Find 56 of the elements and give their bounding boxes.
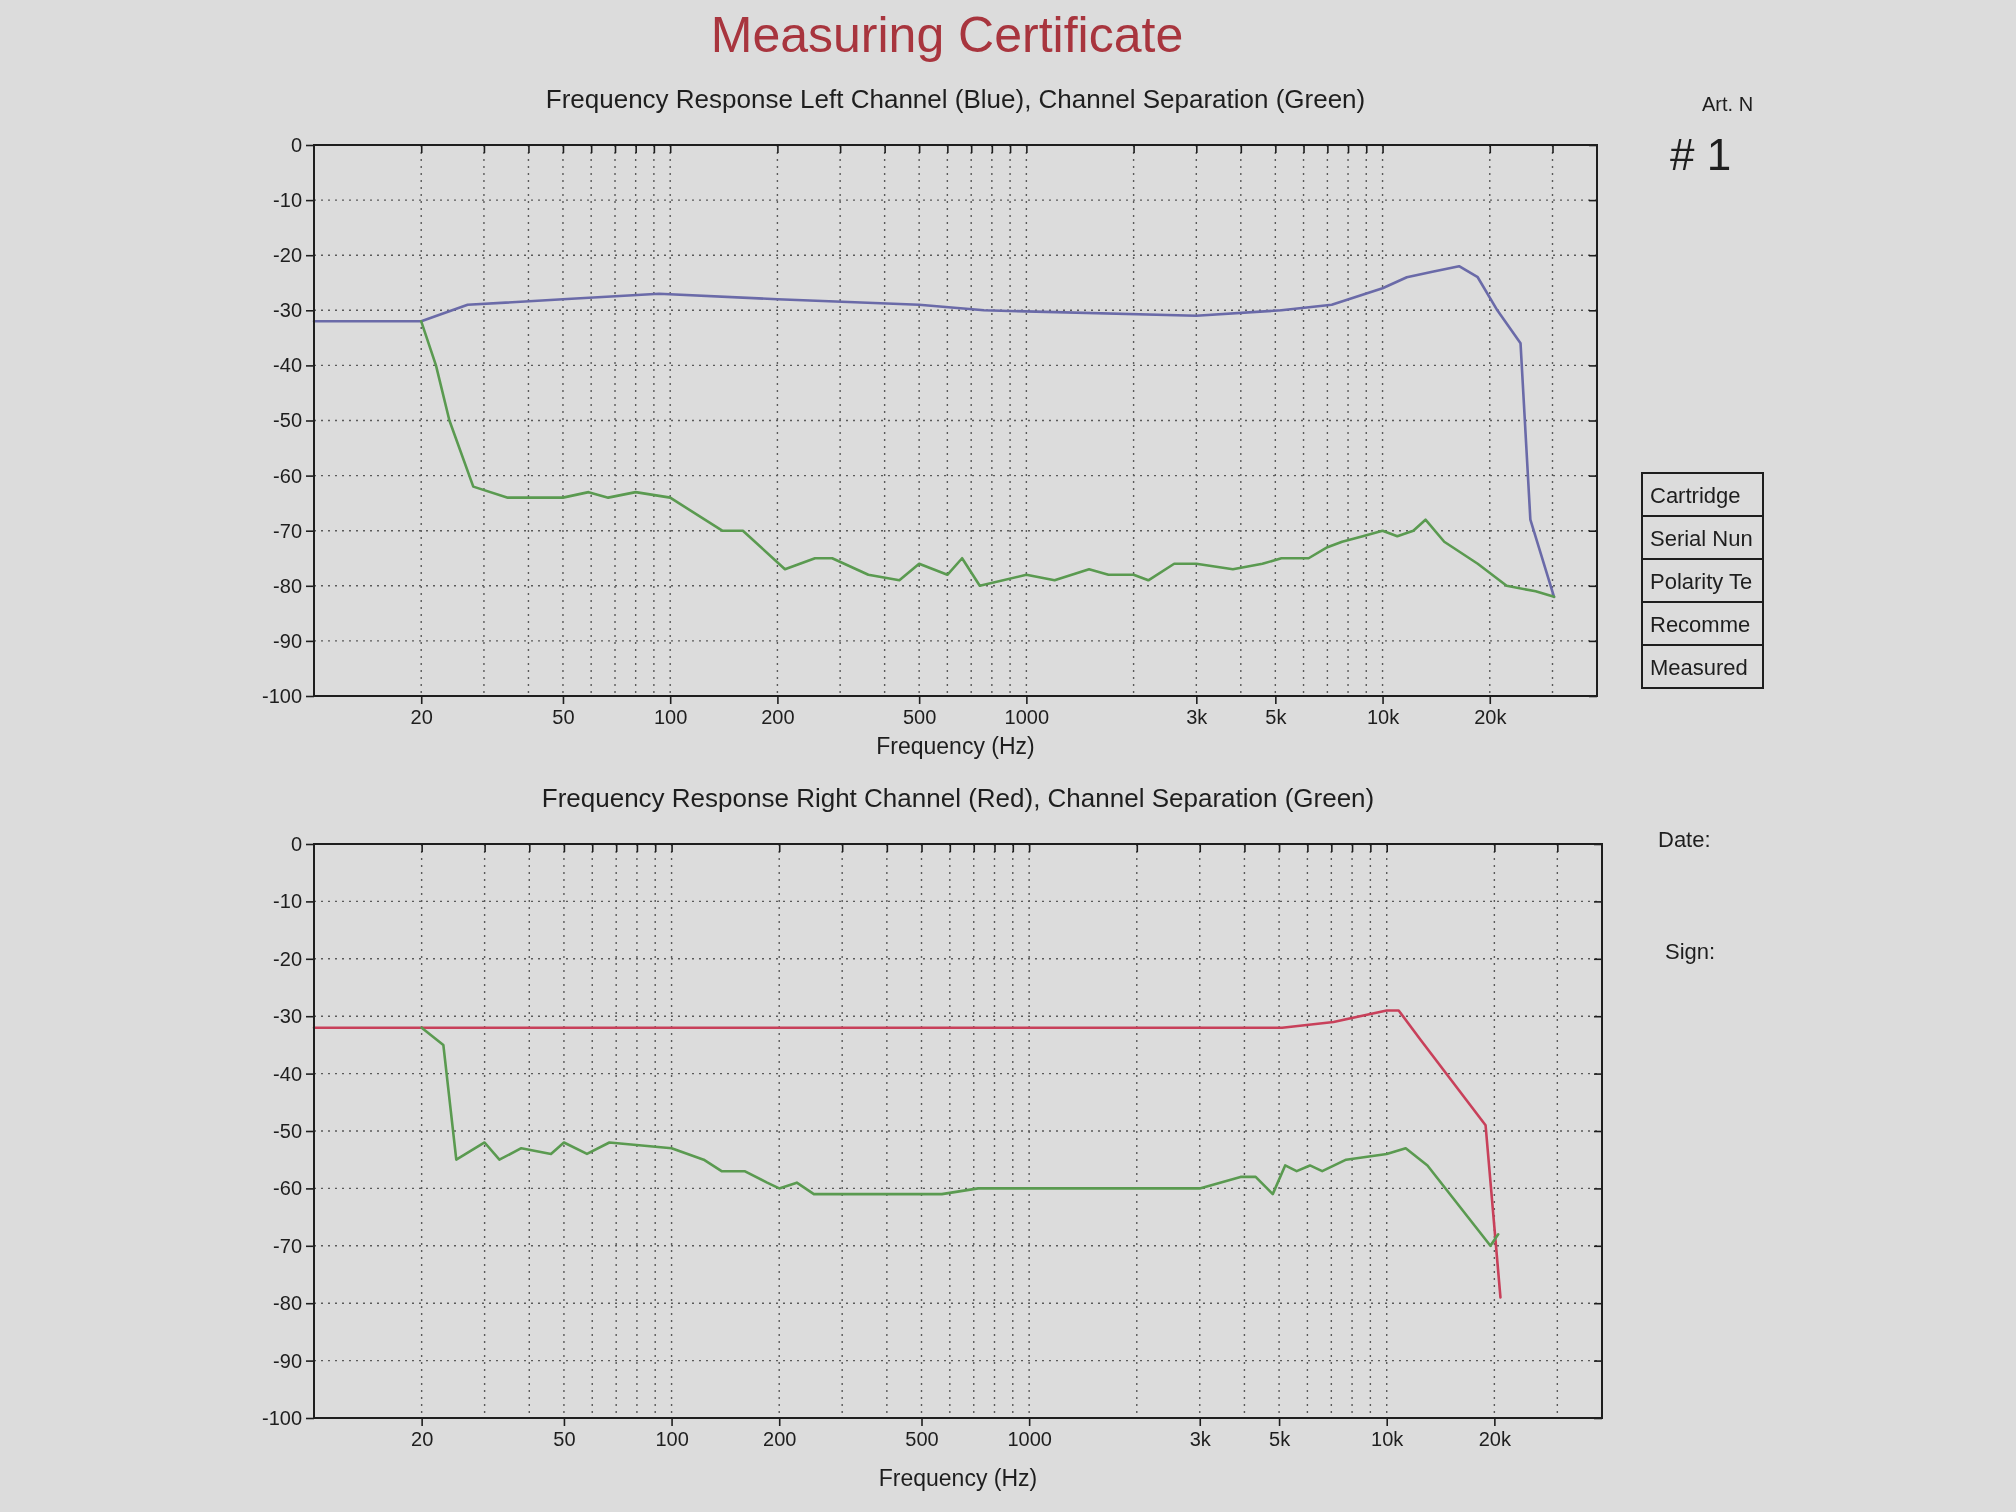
text: Polarity Te — [1650, 569, 1753, 594]
y-tick-label: -60 — [273, 464, 302, 487]
y-tick-label: -40 — [273, 1062, 302, 1085]
x-tick-label: 500 — [905, 1428, 939, 1451]
y-tick-label: -100 — [261, 684, 302, 707]
x-tick-label: 100 — [654, 706, 688, 729]
y-tick-label: -50 — [273, 1119, 302, 1142]
x-tick-label: 20k — [1474, 706, 1508, 729]
x-tick-label: 200 — [761, 706, 795, 729]
x-tick-label: 10k — [1366, 706, 1401, 729]
text: Sign: — [1665, 939, 1716, 964]
y-tick-label: -30 — [273, 299, 302, 322]
x-tick-label: 50 — [553, 1428, 576, 1451]
y-tick-label: -80 — [273, 1292, 302, 1315]
text: Date: — [1658, 827, 1711, 852]
x-tick-label: 10k — [1371, 1428, 1405, 1451]
x-axis-title: Frequency (Hz) — [876, 733, 1035, 759]
y-tick-label: 0 — [290, 133, 302, 156]
x-tick-label: 200 — [763, 1428, 797, 1451]
x-tick-label: 20k — [1478, 1428, 1512, 1451]
y-tick-label: -30 — [273, 1005, 302, 1028]
x-tick-label: 5k — [1265, 706, 1288, 729]
x-tick-label: 5k — [1269, 1428, 1292, 1451]
y-tick-label: -20 — [273, 244, 302, 267]
y-tick-label: -60 — [273, 1177, 302, 1200]
x-tick-label: 3k — [1189, 1428, 1212, 1451]
y-tick-label: -20 — [273, 947, 302, 970]
x-tick-label: 1000 — [1007, 1428, 1052, 1451]
x-tick-label: 100 — [655, 1428, 689, 1451]
x-tick-label: 20 — [411, 1428, 434, 1451]
y-tick-label: -90 — [273, 1349, 302, 1372]
chart-title: Frequency Response Right Channel (Red), Channel Separation (Green) — [541, 783, 1375, 813]
text: Cartridge — [1650, 483, 1741, 508]
y-tick-label: -80 — [273, 574, 302, 597]
x-tick-label: 50 — [552, 706, 575, 729]
text: Serial Nun — [1650, 526, 1753, 551]
x-tick-label: 20 — [410, 706, 433, 729]
text: # 1 — [1670, 130, 1732, 179]
x-tick-label: 1000 — [1004, 706, 1050, 729]
y-tick-label: -70 — [273, 1234, 302, 1257]
text: Art. N — [1702, 93, 1754, 115]
y-tick-label: -40 — [273, 354, 302, 377]
text: Recomme — [1650, 612, 1751, 637]
y-tick-label: -100 — [261, 1406, 302, 1429]
y-tick-label: -10 — [273, 189, 302, 211]
y-tick-label: -10 — [273, 890, 302, 913]
x-tick-label: 3k — [1186, 706, 1209, 729]
x-axis-title: Frequency (Hz) — [878, 1465, 1038, 1491]
chart-title: Frequency Response Left Channel (Blue), Channel Separation (Green) — [545, 84, 1366, 114]
y-tick-label: -50 — [273, 409, 302, 432]
x-tick-label: 500 — [902, 706, 937, 729]
y-tick-label: 0 — [290, 832, 302, 855]
y-tick-label: -90 — [273, 629, 302, 652]
text: Measuring Certificate — [710, 7, 1184, 63]
y-tick-label: -70 — [273, 519, 302, 542]
text: Measured — [1650, 655, 1748, 680]
